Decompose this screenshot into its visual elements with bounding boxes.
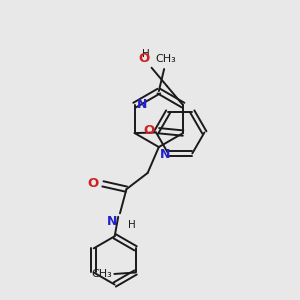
Text: H: H (128, 220, 136, 230)
Text: CH₃: CH₃ (155, 54, 176, 64)
Text: H: H (142, 50, 150, 59)
Text: CH₃: CH₃ (91, 269, 112, 279)
Text: N: N (137, 98, 147, 111)
Text: O: O (87, 177, 98, 190)
Text: N: N (107, 215, 118, 228)
Text: O: O (143, 124, 154, 137)
Text: O: O (138, 52, 149, 65)
Text: N: N (160, 148, 170, 160)
